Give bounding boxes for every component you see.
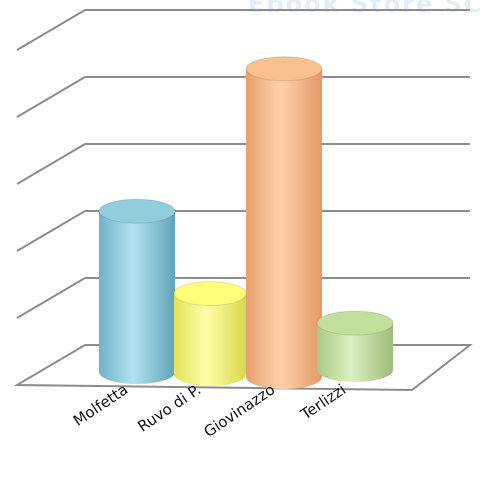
bar-body xyxy=(317,323,393,382)
bar-top xyxy=(245,56,323,82)
bar xyxy=(173,281,247,386)
bar-body xyxy=(246,68,322,390)
bar xyxy=(98,198,176,384)
bar-top xyxy=(98,198,176,224)
category-label: Molfetta xyxy=(70,380,131,429)
gridline-side xyxy=(16,277,86,319)
bar-body xyxy=(174,293,246,386)
gridline-side xyxy=(16,9,86,51)
bar xyxy=(316,310,394,382)
category-label: Giovinazzo xyxy=(200,380,278,441)
bar-body xyxy=(99,211,175,384)
gridline-side xyxy=(16,76,86,118)
bar-top xyxy=(173,281,247,307)
category-label: Ruvo di P. xyxy=(134,380,204,435)
gridline-side xyxy=(16,143,86,185)
gridline-side xyxy=(16,210,86,252)
bars xyxy=(98,56,394,390)
bar xyxy=(245,56,323,390)
bar-top xyxy=(316,310,394,336)
